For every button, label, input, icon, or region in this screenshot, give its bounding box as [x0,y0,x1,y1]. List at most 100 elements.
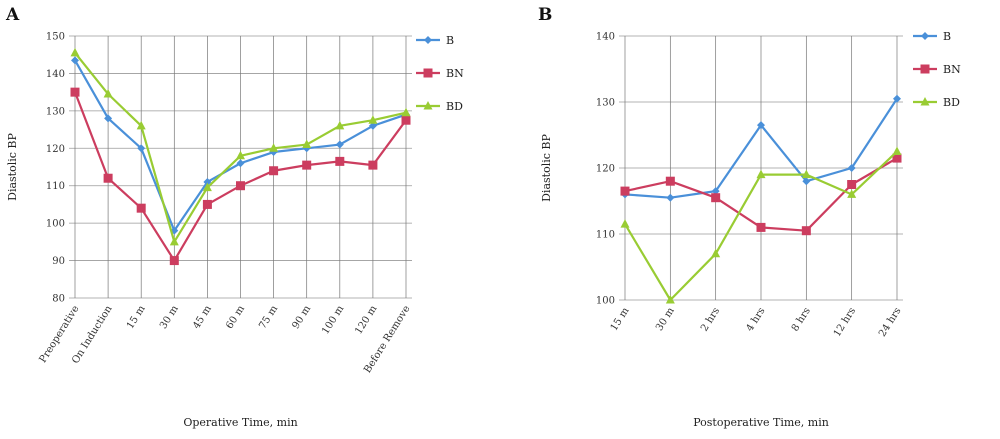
data-point-bd [711,248,721,258]
legend-marker-b [921,32,929,40]
panel-letter: B [538,5,552,25]
data-point-bn [335,156,345,166]
data-point-bn [70,87,80,97]
legend-label-b: B [943,30,951,43]
y-tick-label: 80 [52,294,65,305]
data-point-bd [169,236,179,246]
x-tick-label-90-m: 90 m [290,303,313,331]
data-point-b [368,121,377,130]
y-axis-title: Diastolic BP [6,133,19,201]
data-point-b [104,114,113,123]
data-point-bn [665,176,675,186]
legend-label-bd: BD [943,96,960,109]
legend: B BN BD [913,30,961,109]
x-tick-label-100-m: 100 m [320,303,346,336]
x-tick-label-4-hrs: 4 hrs [744,306,767,334]
legend-label-bd: BD [446,100,463,113]
x-tick-label-30-m: 30 m [654,305,677,333]
series-bn [70,87,411,266]
data-point-b [757,121,765,130]
series-bd [70,47,411,246]
x-tick-label-15-m: 15 m [125,303,148,331]
legend-label-bn: BN [943,63,961,76]
y-tick-label: 110 [596,230,615,241]
y-tick-label: 100 [596,296,615,307]
x-tick-label-60-m: 60 m [224,303,247,331]
y-tick-label: 150 [46,32,65,43]
series-bn [620,153,902,236]
series-b [621,94,901,202]
data-point-b [71,56,79,65]
legend-marker-bn [423,68,433,78]
data-point-bn [103,173,113,183]
data-point-bn [269,166,279,176]
legend-marker-bd [920,97,930,106]
data-point-bn [368,160,378,170]
legend-label-b: B [446,34,454,47]
data-point-bn [801,226,811,236]
data-point-bn [620,186,630,196]
data-point-bd [103,89,113,98]
data-point-bd [269,143,279,152]
x-axis-title: Operative Time, min [183,416,297,429]
y-tick-label: 100 [46,219,65,230]
y-tick-label: 90 [52,256,65,267]
data-point-bd [801,169,811,179]
data-point-b [236,159,245,168]
y-tick-label: 110 [46,181,65,192]
y-tick-label: 130 [596,98,615,109]
legend-label-bn: BN [446,67,464,80]
data-point-bd [665,295,675,304]
data-point-bn [302,160,312,170]
data-point-bn [401,115,411,125]
data-point-b [802,177,811,186]
data-point-bn [711,193,721,203]
x-tick-label-15-m: 15 m [609,305,632,333]
data-point-bd [368,115,378,124]
x-axis-title: Postoperative Time, min [693,416,829,429]
y-axis-title: Diastolic BP [540,134,553,202]
data-point-bd [302,139,312,149]
data-point-b [335,140,344,149]
data-point-bd [892,146,902,155]
data-point-b [711,187,720,196]
data-point-b [893,94,901,103]
data-point-b [847,164,856,172]
x-tick-label-2-hrs: 2 hrs [699,306,722,334]
data-point-bd [70,47,80,57]
x-tick-label-8-hrs: 8 hrs [790,306,813,334]
data-point-b [137,144,146,153]
x-tick-label-24-hrs: 24 hrs [877,306,903,339]
data-point-b [203,177,212,186]
y-tick-label: 140 [596,32,615,43]
legend-marker-b [424,36,432,44]
data-point-bd [335,120,345,130]
x-tick-label-75-m: 75 m [257,303,280,331]
data-point-bd [620,219,630,228]
data-point-bd [136,120,146,130]
legend: B BN BD [416,34,464,113]
legend-marker-bd [423,101,433,110]
data-point-bn [236,181,245,191]
y-tick-label: 140 [46,69,65,80]
x-tick-label-12-hrs: 12 hrs [832,306,858,339]
data-point-bn [847,180,857,189]
data-point-bd [401,107,411,117]
data-point-bn [892,153,902,163]
data-point-bn [169,256,179,266]
data-point-b [666,193,675,202]
data-point-bn [136,203,146,213]
series-bd [620,146,902,304]
y-tick-label: 120 [46,144,65,155]
x-tick-label-30-m: 30 m [158,303,181,331]
data-point-bd [756,169,766,179]
data-point-bd [847,189,857,198]
x-tick-label-45-m: 45 m [191,303,214,331]
x-tick-label-120-m: 120 m [353,303,379,336]
data-point-bn [202,199,212,209]
y-tick-label: 120 [596,164,615,175]
panel-letter: A [5,5,20,25]
y-tick-label: 130 [46,106,65,117]
